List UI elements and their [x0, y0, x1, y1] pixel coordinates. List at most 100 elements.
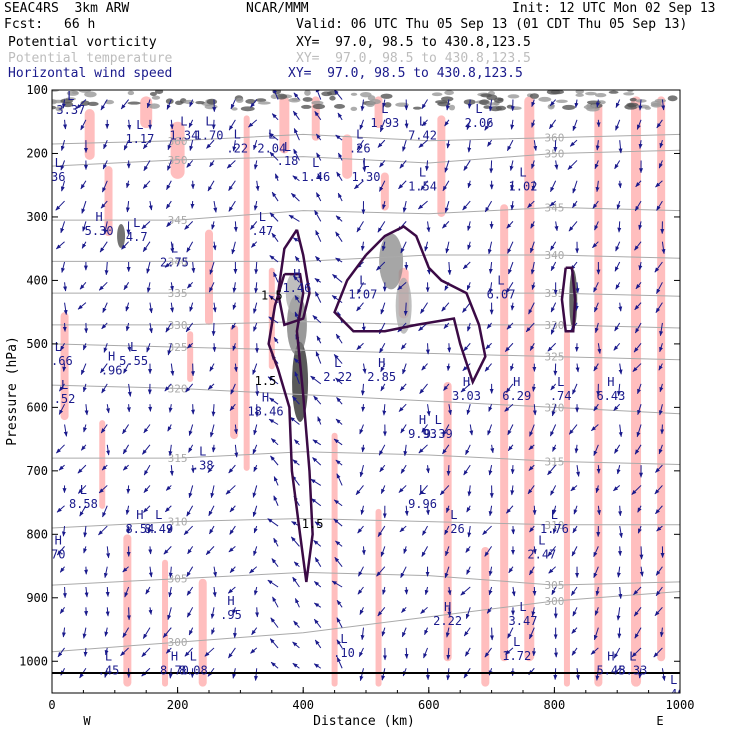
wind-vector [57, 647, 65, 658]
wind-vector [549, 424, 557, 437]
wind-vector [532, 647, 537, 657]
theta-label-305: 305 [544, 579, 564, 592]
wind-vector [469, 424, 474, 436]
extremum-low-marker: L [519, 165, 526, 179]
wind-vector [653, 647, 663, 658]
wind-vector [229, 505, 236, 513]
wind-vector [488, 566, 493, 577]
wind-vector [488, 404, 493, 412]
wind-vector [166, 221, 172, 228]
wind-vector [273, 336, 279, 344]
wind-vector [552, 444, 557, 452]
tropopause-pv-blob [195, 100, 205, 105]
wind-vector [376, 261, 386, 271]
pv-core-blob [395, 277, 412, 334]
wind-vector [550, 485, 557, 496]
wind-vector [141, 221, 151, 230]
wind-vector [550, 302, 557, 313]
wind-vector [400, 424, 407, 434]
wind-vector [103, 566, 108, 579]
wind-vector [61, 99, 66, 109]
wind-vector [531, 99, 536, 108]
wind-vector [170, 363, 175, 376]
y-tick-label: 300 [26, 210, 48, 224]
wind-vector [187, 546, 194, 555]
wind-vector [592, 200, 599, 209]
tropopause-pv-blob [55, 106, 64, 112]
extremum-value: 9.39 [424, 427, 453, 441]
wind-vector [615, 282, 621, 290]
wind-vector [228, 464, 236, 474]
wind-vector [552, 505, 557, 515]
wind-vector [292, 396, 300, 405]
wind-vector [464, 647, 471, 657]
wind-vector [250, 221, 258, 230]
wind-vector [425, 343, 430, 355]
wind-vector [185, 383, 194, 393]
wind-vector [638, 140, 643, 149]
wind-vector [315, 351, 322, 364]
extremum-value: .45 [98, 664, 120, 678]
wind-vector [143, 505, 151, 513]
pv-shading-streak [279, 96, 290, 154]
wind-vector [381, 668, 386, 681]
wind-vector [314, 557, 322, 567]
theta-contour-325 [52, 343, 680, 361]
wind-vector [359, 465, 364, 478]
wind-vector [613, 647, 621, 659]
pv-contour-layer [52, 225, 680, 674]
wind-vector [335, 418, 343, 425]
wind-vector [335, 257, 343, 263]
wind-vector [254, 261, 259, 275]
extremum-low-marker: L [419, 115, 426, 129]
wind-vector [209, 160, 215, 168]
wind-vector [359, 424, 364, 435]
extremum-value: .26 [443, 522, 465, 536]
wind-vector [142, 139, 151, 150]
tropopause-pv-blob [608, 90, 619, 94]
wind-vector [506, 322, 514, 330]
wind-vector [466, 404, 471, 415]
theta-label-310: 310 [168, 516, 188, 529]
extremum-value: 1.46 [282, 281, 311, 295]
wind-vector [104, 627, 109, 637]
wind-vector [293, 128, 300, 141]
wind-vector [399, 383, 407, 392]
extremum-low-marker: L [105, 650, 112, 664]
extremum-low-marker: L [199, 445, 206, 459]
wind-vector [467, 180, 472, 189]
wind-vector [531, 383, 536, 392]
wind-vector [402, 363, 407, 375]
wind-vector [615, 99, 621, 108]
wind-vector [126, 404, 131, 413]
pv-contour-label: 1.5 [261, 288, 283, 302]
wind-vector [465, 444, 471, 456]
wind-vector [571, 627, 578, 634]
tropopause-pv-blob [104, 99, 115, 105]
wind-vector [484, 119, 493, 131]
extremum-value: 8.49 [144, 522, 173, 536]
wind-vector [445, 99, 450, 111]
wind-vector [507, 424, 514, 436]
tropopause-pv-blob [80, 100, 90, 106]
wind-vector [102, 302, 108, 314]
wind-vector [551, 404, 557, 417]
pv-shading-streak [631, 96, 642, 687]
wind-vector [593, 627, 599, 641]
tropopause-pv-blob [321, 91, 333, 97]
wind-vector [444, 119, 450, 127]
extremum-low-marker: L [61, 378, 68, 392]
wind-vector [81, 200, 87, 214]
wind-vector [597, 343, 602, 354]
wind-vector [272, 596, 279, 608]
tropopause-pv-blob [594, 93, 607, 98]
wind-vector [166, 99, 172, 110]
wind-vector [593, 546, 599, 558]
wind-vector [103, 343, 108, 353]
tropopause-pv-blob [66, 90, 79, 96]
wind-vector [637, 525, 642, 534]
wind-vector [186, 607, 194, 618]
wind-vector [572, 525, 578, 534]
extremum-value: 8.70 [160, 664, 189, 678]
